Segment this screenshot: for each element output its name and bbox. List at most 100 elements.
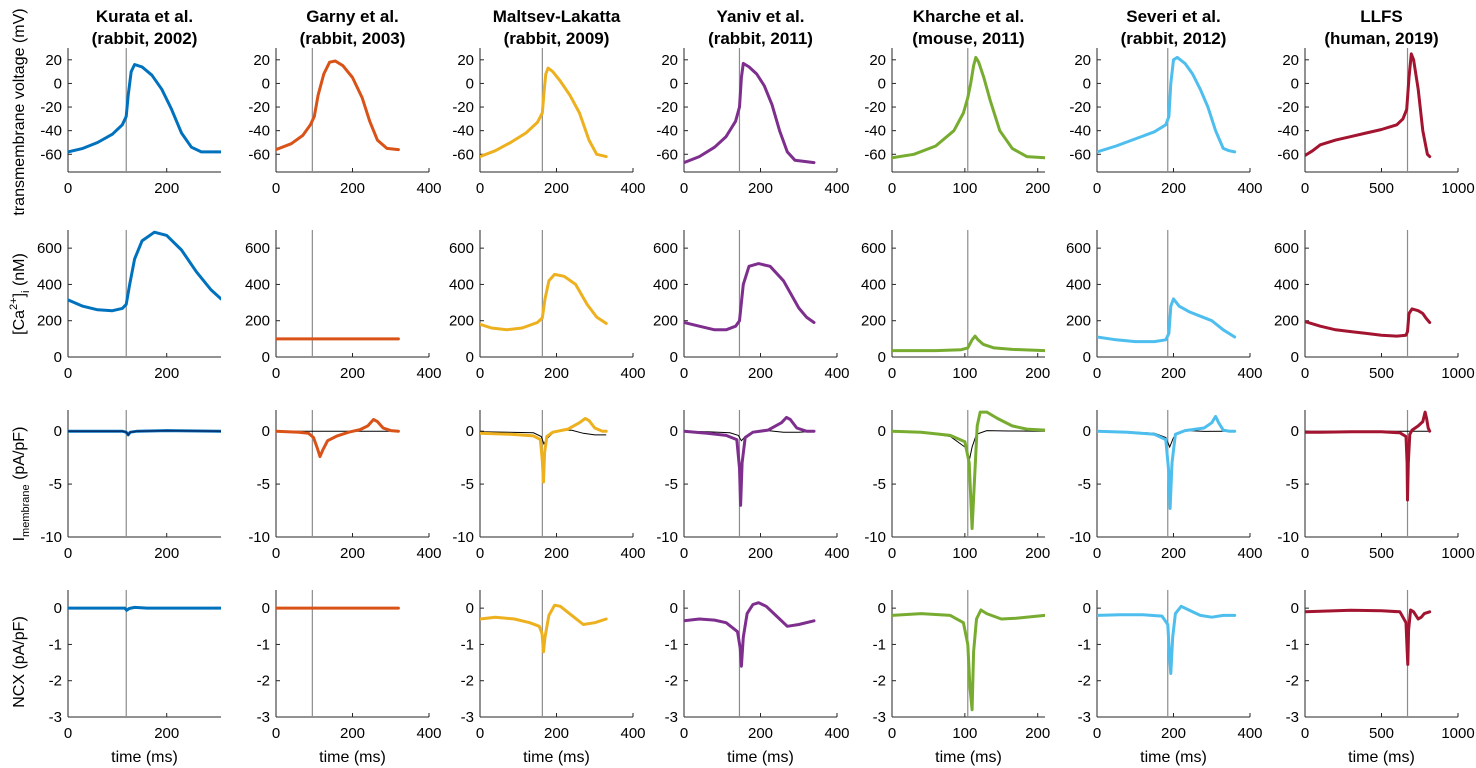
- x-tick-label: 1000: [1441, 725, 1474, 742]
- y-tick-label: 400: [245, 276, 270, 293]
- column-title-kharche-2: (mouse, 2011): [912, 29, 1024, 48]
- x-tick-label: 400: [1237, 725, 1262, 742]
- y-tick-label: 20: [45, 52, 62, 69]
- column-title-kharche-1: Kharche et al.: [913, 7, 1025, 26]
- panel-column-kharche: Kharche et al.(mouse, 2011)-60-40-200200…: [861, 7, 1050, 766]
- column-title-kurata-2: (rabbit, 2002): [92, 29, 198, 48]
- y-tick-label: -60: [656, 146, 678, 163]
- x-tick-label: 0: [272, 545, 280, 562]
- y-tick-label: 0: [54, 423, 62, 440]
- y-tick-label: 600: [653, 240, 678, 257]
- y-tick-label: 400: [1066, 276, 1091, 293]
- y-tick-label: -1: [461, 636, 474, 653]
- x-tick-label: 400: [1237, 545, 1262, 562]
- y-tick-label: -2: [873, 673, 886, 690]
- y-tick-label: 600: [37, 240, 62, 257]
- y-tick-label: -3: [257, 709, 270, 726]
- y-tick-label: 0: [1083, 75, 1091, 92]
- y-tick-label: -5: [1078, 476, 1091, 493]
- x-tick-label: 200: [544, 365, 569, 382]
- y-tick-label: 400: [653, 276, 678, 293]
- x-tick-label: 500: [1369, 725, 1394, 742]
- calcium-label-sup: 2+: [8, 297, 20, 310]
- x-tick-label: 400: [416, 545, 441, 562]
- trace-yaniv-ncx: [684, 601, 816, 668]
- x-tick-label: 0: [888, 365, 896, 382]
- y-tick-label: 0: [878, 423, 886, 440]
- y-tick-label: 0: [670, 600, 678, 617]
- x-tick-label: 0: [476, 180, 484, 197]
- x-tick-label: 200: [1025, 725, 1050, 742]
- x-tick-label: 200: [154, 365, 179, 382]
- y-tick-label: 200: [861, 313, 886, 330]
- y-tick-label: -10: [40, 529, 62, 546]
- trace-garny-membrane: [276, 418, 400, 459]
- x-tick-label: 200: [748, 725, 773, 742]
- y-tick-label: 20: [253, 52, 270, 69]
- y-tick-label: -2: [257, 673, 270, 690]
- y-tick-label: -10: [1069, 529, 1091, 546]
- trace-yaniv-voltage: [684, 61, 816, 165]
- y-tick-label: 200: [37, 313, 62, 330]
- x-tick-label: 0: [272, 180, 280, 197]
- x-tick-label: 200: [544, 725, 569, 742]
- y-tick-label: -5: [1286, 476, 1299, 493]
- y-tick-label: 0: [262, 600, 270, 617]
- y-tick-label: -20: [248, 99, 270, 116]
- x-tick-label: 200: [154, 180, 179, 197]
- y-tick-label: -10: [248, 529, 270, 546]
- y-tick-label: 0: [1291, 75, 1299, 92]
- y-tick-label: -60: [864, 146, 886, 163]
- y-tick-label: -10: [656, 529, 678, 546]
- y-tick-label: -3: [1078, 709, 1091, 726]
- x-tick-label: 200: [1161, 365, 1186, 382]
- trace-severi-ncx: [1097, 604, 1237, 675]
- y-tick-label: -5: [665, 476, 678, 493]
- y-tick-label: -3: [665, 709, 678, 726]
- y-tick-label: 0: [54, 75, 62, 92]
- trace-llfs-ncx: [1305, 608, 1432, 666]
- x-tick-label: 200: [340, 365, 365, 382]
- trace-kharche-ncx: [892, 608, 1045, 712]
- y-tick-label: -40: [40, 123, 62, 140]
- y-tick-label: 0: [670, 423, 678, 440]
- x-tick-label: 200: [340, 545, 365, 562]
- trace-llfs-voltage: [1305, 52, 1432, 159]
- y-tick-label: 0: [1291, 349, 1299, 366]
- x-tick-label: 0: [888, 725, 896, 742]
- y-tick-label: 0: [1083, 423, 1091, 440]
- y-tick-label: -1: [665, 636, 678, 653]
- y-tick-label: -2: [665, 673, 678, 690]
- x-tick-label: 200: [154, 725, 179, 742]
- membrane-label-prefix: I: [11, 537, 28, 541]
- x-tick-label: 0: [1301, 180, 1309, 197]
- column-title-yaniv-1: Yaniv et al.: [717, 7, 805, 26]
- x-tick-label: 100: [952, 545, 977, 562]
- x-tick-label: 1000: [1441, 365, 1474, 382]
- x-tick-label: 0: [1093, 180, 1101, 197]
- trace-garny-voltage: [276, 59, 400, 152]
- x-tick-label: 400: [824, 365, 849, 382]
- y-tick-label: -5: [873, 476, 886, 493]
- x-tick-label: 0: [64, 545, 72, 562]
- column-title-llfs-2: (human, 2019): [1324, 29, 1438, 48]
- y-tick-label: -60: [1069, 146, 1091, 163]
- y-tick-label: -60: [40, 146, 62, 163]
- y-tick-label: -2: [49, 673, 62, 690]
- column-title-severi-2: (rabbit, 2012): [1121, 29, 1227, 48]
- trace-maltsev-membrane-total: [480, 429, 607, 446]
- x-tick-label: 200: [1161, 725, 1186, 742]
- y-tick-label: -5: [49, 476, 62, 493]
- y-tick-label: -20: [1069, 99, 1091, 116]
- y-tick-label: -60: [452, 146, 474, 163]
- y-tick-label: -20: [864, 99, 886, 116]
- y-tick-label: -10: [452, 529, 474, 546]
- y-tick-label: 200: [1274, 313, 1299, 330]
- trace-maltsev-membrane: [480, 417, 608, 484]
- x-tick-label: 0: [1093, 725, 1101, 742]
- x-axis-label-severi: time (ms): [1140, 749, 1207, 766]
- x-tick-label: 200: [1161, 545, 1186, 562]
- y-tick-label: 200: [653, 313, 678, 330]
- x-tick-label: 400: [824, 545, 849, 562]
